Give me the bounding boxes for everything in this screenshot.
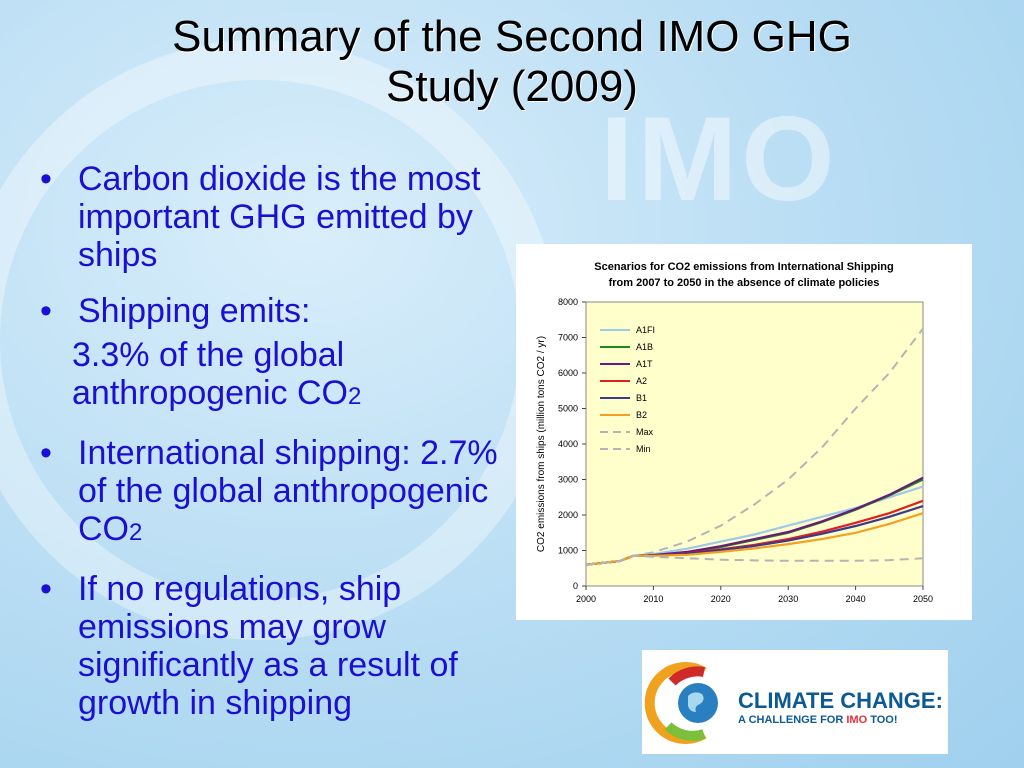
y-tick-label: 5000: [558, 404, 578, 414]
bullet-text: Shipping emits:: [78, 292, 311, 330]
y-tick-label: 6000: [558, 368, 578, 378]
bullet-text: Carbon dioxide is the most important GHG…: [78, 160, 481, 274]
y-tick-label: 3000: [558, 475, 578, 485]
series-line-min: [585, 554, 924, 566]
bullet-text: 3.3% of the global anthropogenic CO: [72, 336, 348, 412]
chart-title-line-1: Scenarios for CO2 emissions from Interna…: [594, 261, 894, 273]
x-tick-label: 2010: [643, 594, 663, 604]
y-axis-label: CO2 emissions from ships (million tons C…: [536, 336, 547, 552]
bullet-text: International shipping: 2.7% of the glob…: [78, 434, 498, 548]
logo-title: CLIMATE CHANGE:: [738, 688, 943, 713]
legend-label-min: Min: [636, 444, 651, 454]
bullet-subitem: 3.3% of the global anthropogenic CO2: [40, 336, 500, 416]
x-tick-label: 2040: [846, 594, 866, 604]
emissions-line-chart: Scenarios for CO2 emissions from Interna…: [536, 261, 933, 604]
bullet-item: • Shipping emits:: [40, 292, 500, 330]
globe-logo-icon: [644, 662, 718, 744]
title-line-1: Summary of the Second IMO GHG: [172, 12, 852, 61]
bullet-item: • Carbon dioxide is the most important G…: [40, 160, 500, 274]
legend-label-a1t: A1T: [636, 359, 653, 369]
legend-label-a2: A2: [636, 376, 647, 386]
logo-subtitle: A CHALLENGE FOR IMO TOO!: [738, 714, 898, 726]
bullet-list: • Carbon dioxide is the most important G…: [40, 160, 500, 740]
y-tick-label: 4000: [558, 439, 578, 449]
bullet-item: • International shipping: 2.7% of the gl…: [40, 434, 500, 552]
x-tick-label: 2000: [576, 594, 596, 604]
y-tick-label: 0: [573, 581, 578, 591]
bullet-dot: •: [40, 434, 52, 472]
subscript-2: 2: [347, 383, 362, 410]
y-tick-label: 1000: [558, 546, 578, 556]
bullet-text: If no regulations, ship emissions may gr…: [78, 570, 458, 722]
x-tick-label: 2020: [711, 594, 731, 604]
bullet-item: • If no regulations, ship emissions may …: [40, 570, 500, 722]
legend-label-a1b: A1B: [636, 342, 653, 352]
climate-change-logo: CLIMATE CHANGE: A CHALLENGE FOR IMO TOO!: [642, 650, 948, 754]
bullet-dot: •: [40, 160, 52, 198]
chart-title-line-2: from 2007 to 2050 in the absence of clim…: [609, 277, 880, 289]
emissions-chart-panel: Scenarios for CO2 emissions from Interna…: [516, 244, 972, 620]
legend-label-a1fi: A1FI: [636, 325, 655, 335]
bullet-dot: •: [40, 570, 52, 608]
x-tick-label: 2030: [778, 594, 798, 604]
imo-watermark: IMO: [600, 92, 839, 226]
subscript-2: 2: [129, 519, 143, 546]
bullet-dot: •: [40, 292, 52, 330]
x-tick-label: 2050: [913, 594, 933, 604]
slide-title: Summary of the Second IMO GHG Study (200…: [0, 12, 1024, 112]
legend-label-b1: B1: [636, 393, 647, 403]
legend-label-max: Max: [636, 427, 654, 437]
title-line-2: Study (2009): [386, 62, 638, 111]
y-tick-label: 8000: [558, 297, 578, 307]
legend-label-b2: B2: [636, 410, 647, 420]
y-tick-label: 2000: [558, 510, 578, 520]
y-tick-label: 7000: [558, 333, 578, 343]
